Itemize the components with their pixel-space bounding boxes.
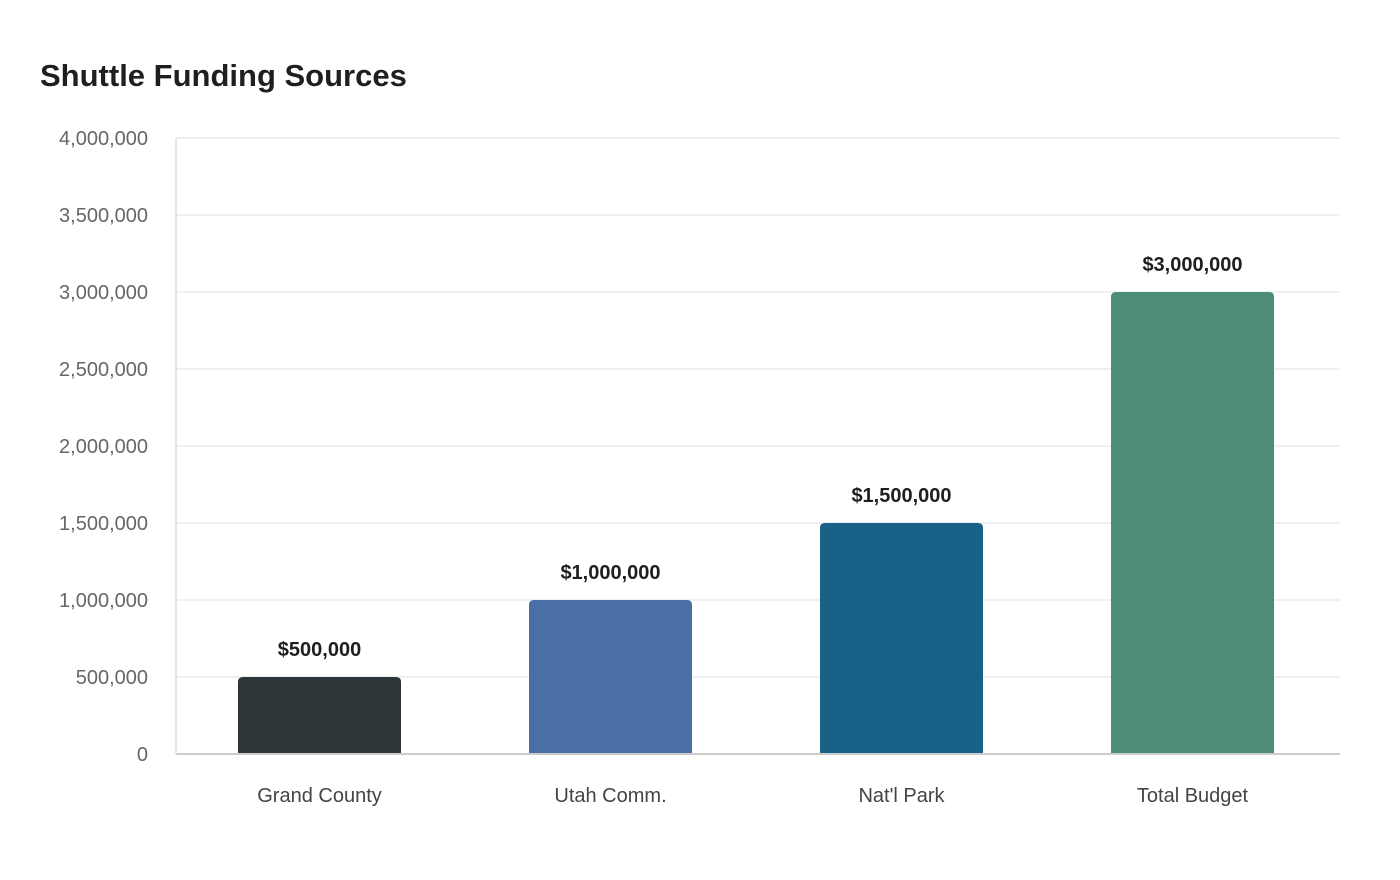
bar-value-label: $500,000	[278, 639, 361, 661]
y-tick-label: 0	[137, 744, 148, 766]
x-category-label: Nat'l Park	[858, 785, 945, 807]
bar-value-label: $1,500,000	[851, 485, 951, 507]
x-category-label: Utah Comm.	[554, 785, 666, 807]
bar[interactable]	[529, 600, 692, 753]
bar-value-label: $1,000,000	[560, 562, 660, 584]
x-category-label: Total Budget	[1137, 785, 1249, 807]
axes: 0 500,000 1,000,000 1,500,000 2,000,000 2,500…	[59, 128, 1340, 766]
bar[interactable]	[238, 677, 401, 753]
bar[interactable]	[820, 523, 983, 753]
y-tick-label: 2,500,000	[59, 359, 148, 381]
y-tick-label: 1,000,000	[59, 590, 148, 612]
y-tick-label: 3,500,000	[59, 205, 148, 227]
y-tick-label: 4,000,000	[59, 128, 148, 150]
x-category-label: Grand County	[257, 785, 382, 807]
bar-value-label: $3,000,000	[1142, 254, 1242, 276]
y-tick-label: 3,000,000	[59, 282, 148, 304]
bars	[238, 292, 1274, 753]
y-tick-label: 500,000	[76, 667, 148, 689]
bar[interactable]	[1111, 292, 1274, 753]
y-tick-label: 1,500,000	[59, 513, 148, 535]
labels: $500,000 Grand County $1,000,000 Utah Comm.…	[257, 254, 1248, 807]
chart-title: Shuttle Funding Sources	[40, 58, 407, 93]
y-tick-label: 2,000,000	[59, 436, 148, 458]
